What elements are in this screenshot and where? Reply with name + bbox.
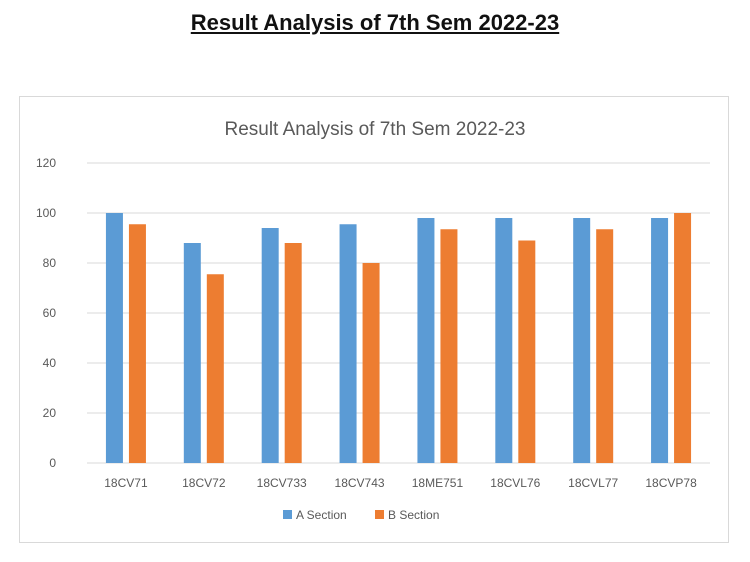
- x-tick-label: 18CVL77: [568, 476, 618, 490]
- x-tick-label: 18CVL76: [490, 476, 540, 490]
- x-axis-ticks: 18CV71 18CV72 18CV733 18CV743 18ME751 18CVL76…: [104, 476, 697, 490]
- bar-a-section-18cv71: [105, 213, 123, 463]
- x-tick-label: 18CV733: [257, 476, 307, 490]
- gridlines: [87, 162, 710, 464]
- x-tick-label: 18CV71: [104, 476, 148, 490]
- y-tick-label: 120: [36, 156, 56, 170]
- bar-b-section-18cv733: [284, 243, 302, 463]
- y-tick-label: 40: [43, 356, 57, 370]
- legend-swatch: [375, 510, 384, 519]
- bar-b-section-18cv72: [206, 274, 224, 463]
- bar-b-section-18cv743: [362, 263, 380, 463]
- bar-a-section-18cvp78: [651, 218, 669, 463]
- bar-b-section-18cvl77: [596, 229, 614, 463]
- x-tick-label: 18ME751: [412, 476, 464, 490]
- legend: A Section B Section: [283, 508, 439, 522]
- bar-a-section-18me751: [417, 218, 435, 463]
- bar-a-section-18cvl77: [573, 218, 591, 463]
- bar-a-section-18cv733: [261, 228, 279, 463]
- y-axis-ticks: 0 20 40 60 80 100 120: [36, 156, 56, 470]
- chart-area: Result Analysis of 7th Sem 2022-23 0 20 40…: [19, 96, 729, 543]
- chart-title: Result Analysis of 7th Sem 2022-23: [224, 119, 525, 140]
- bar-b-section-18cv71: [128, 224, 146, 463]
- legend-swatch: [283, 510, 292, 519]
- x-tick-label: 18CV743: [335, 476, 385, 490]
- y-tick-label: 60: [43, 306, 57, 320]
- bar-chart: Result Analysis of 7th Sem 2022-23 0 20 40…: [36, 119, 710, 522]
- bar-a-section-18cvl76: [495, 218, 513, 463]
- bar-b-section-18me751: [440, 229, 458, 463]
- y-tick-label: 100: [36, 206, 56, 220]
- x-tick-label: 18CV72: [182, 476, 226, 490]
- bar-b-section-18cvp78: [674, 213, 692, 463]
- y-tick-label: 20: [43, 406, 57, 420]
- bars: [105, 213, 692, 463]
- page-heading: Result Analysis of 7th Sem 2022-23: [190, 10, 560, 35]
- legend-label: B Section: [388, 508, 439, 522]
- legend-label: A Section: [296, 508, 347, 522]
- bar-a-section-18cv743: [339, 224, 357, 463]
- x-tick-label: 18CVP78: [645, 476, 697, 490]
- y-tick-label: 0: [49, 456, 56, 470]
- y-tick-label: 80: [43, 256, 57, 270]
- bar-a-section-18cv72: [183, 243, 201, 463]
- bar-b-section-18cvl76: [518, 240, 536, 463]
